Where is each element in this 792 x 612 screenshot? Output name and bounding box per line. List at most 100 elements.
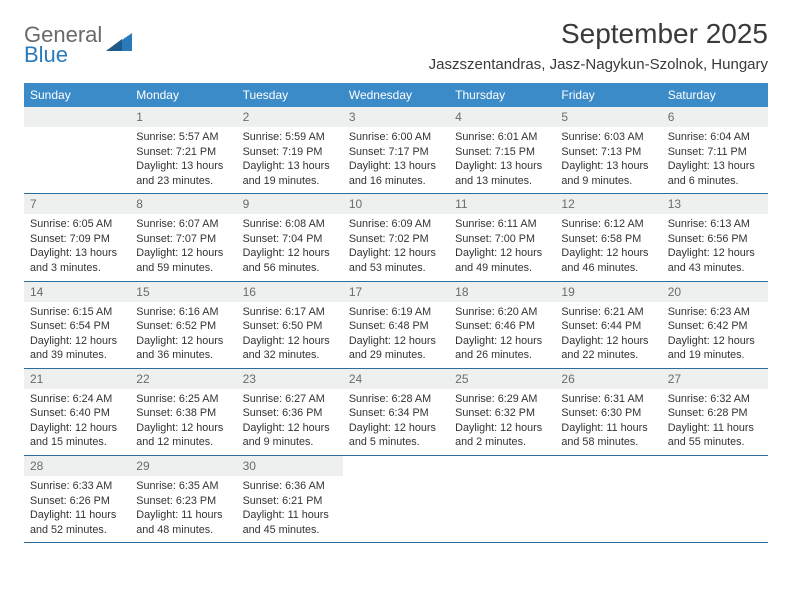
sunset-text: Sunset: 6:46 PM — [455, 319, 549, 334]
daylight-text: Daylight: 12 hours — [136, 246, 230, 261]
daylight-text: Daylight: 12 hours — [30, 334, 124, 349]
daylight-text: Daylight: 13 hours — [455, 159, 549, 174]
location-text: Jaszszentandras, Jasz-Nagykun-Szolnok, H… — [429, 56, 768, 73]
day-number: 7 — [24, 194, 130, 214]
daylight-text: Daylight: 12 hours — [561, 334, 655, 349]
sunset-text: Sunset: 7:17 PM — [349, 145, 443, 160]
title-block: September 2025 Jaszszentandras, Jasz-Nag… — [429, 18, 768, 73]
daylight-text: and 26 minutes. — [455, 348, 549, 363]
day-cell: 20Sunrise: 6:23 AMSunset: 6:42 PMDayligh… — [662, 282, 768, 368]
week-row: 14Sunrise: 6:15 AMSunset: 6:54 PMDayligh… — [24, 282, 768, 369]
daylight-text: Daylight: 12 hours — [349, 246, 443, 261]
sunrise-text: Sunrise: 6:07 AM — [136, 217, 230, 232]
daylight-text: Daylight: 12 hours — [243, 421, 337, 436]
sunrise-text: Sunrise: 6:04 AM — [668, 130, 762, 145]
day-lines: Sunrise: 6:35 AMSunset: 6:23 PMDaylight:… — [130, 479, 236, 537]
sunrise-text: Sunrise: 6:13 AM — [668, 217, 762, 232]
sunset-text: Sunset: 6:32 PM — [455, 406, 549, 421]
day-number: 1 — [130, 107, 236, 127]
day-cell: 25Sunrise: 6:29 AMSunset: 6:32 PMDayligh… — [449, 369, 555, 455]
day-lines: Sunrise: 6:04 AMSunset: 7:11 PMDaylight:… — [662, 130, 768, 188]
weekday-thursday: Thursday — [449, 83, 555, 107]
day-lines: Sunrise: 6:29 AMSunset: 6:32 PMDaylight:… — [449, 392, 555, 450]
day-lines: Sunrise: 6:32 AMSunset: 6:28 PMDaylight:… — [662, 392, 768, 450]
day-number: 5 — [555, 107, 661, 127]
daylight-text: and 9 minutes. — [243, 435, 337, 450]
day-cell — [555, 456, 661, 542]
sunset-text: Sunset: 6:44 PM — [561, 319, 655, 334]
daylight-text: Daylight: 12 hours — [455, 421, 549, 436]
day-cell — [343, 456, 449, 542]
day-lines: Sunrise: 6:33 AMSunset: 6:26 PMDaylight:… — [24, 479, 130, 537]
logo-triangle-icon — [106, 31, 132, 56]
day-lines: Sunrise: 6:01 AMSunset: 7:15 PMDaylight:… — [449, 130, 555, 188]
sunset-text: Sunset: 6:38 PM — [136, 406, 230, 421]
daylight-text: Daylight: 12 hours — [30, 421, 124, 436]
week-row: 7Sunrise: 6:05 AMSunset: 7:09 PMDaylight… — [24, 194, 768, 281]
daylight-text: and 49 minutes. — [455, 261, 549, 276]
sunset-text: Sunset: 7:04 PM — [243, 232, 337, 247]
daylight-text: Daylight: 12 hours — [349, 334, 443, 349]
sunset-text: Sunset: 6:21 PM — [243, 494, 337, 509]
calendar: Sunday Monday Tuesday Wednesday Thursday… — [24, 83, 768, 543]
day-number: 21 — [24, 369, 130, 389]
day-number: 6 — [662, 107, 768, 127]
day-number: 28 — [24, 456, 130, 476]
day-cell: 29Sunrise: 6:35 AMSunset: 6:23 PMDayligh… — [130, 456, 236, 542]
sunset-text: Sunset: 7:09 PM — [30, 232, 124, 247]
sunset-text: Sunset: 6:28 PM — [668, 406, 762, 421]
daylight-text: and 19 minutes. — [668, 348, 762, 363]
day-cell: 15Sunrise: 6:16 AMSunset: 6:52 PMDayligh… — [130, 282, 236, 368]
daylight-text: Daylight: 12 hours — [561, 246, 655, 261]
day-cell: 19Sunrise: 6:21 AMSunset: 6:44 PMDayligh… — [555, 282, 661, 368]
sunrise-text: Sunrise: 6:31 AM — [561, 392, 655, 407]
sunrise-text: Sunrise: 6:21 AM — [561, 305, 655, 320]
weekday-tuesday: Tuesday — [237, 83, 343, 107]
daylight-text: Daylight: 12 hours — [243, 334, 337, 349]
day-cell: 1Sunrise: 5:57 AMSunset: 7:21 PMDaylight… — [130, 107, 236, 193]
daylight-text: and 36 minutes. — [136, 348, 230, 363]
day-cell: 21Sunrise: 6:24 AMSunset: 6:40 PMDayligh… — [24, 369, 130, 455]
sunset-text: Sunset: 7:00 PM — [455, 232, 549, 247]
weekday-friday: Friday — [555, 83, 661, 107]
day-cell: 10Sunrise: 6:09 AMSunset: 7:02 PMDayligh… — [343, 194, 449, 280]
daylight-text: Daylight: 12 hours — [455, 246, 549, 261]
sunrise-text: Sunrise: 6:12 AM — [561, 217, 655, 232]
sunset-text: Sunset: 6:52 PM — [136, 319, 230, 334]
sunset-text: Sunset: 6:58 PM — [561, 232, 655, 247]
day-lines: Sunrise: 6:21 AMSunset: 6:44 PMDaylight:… — [555, 305, 661, 363]
daylight-text: and 32 minutes. — [243, 348, 337, 363]
day-number: 20 — [662, 282, 768, 302]
daylight-text: Daylight: 12 hours — [349, 421, 443, 436]
day-lines: Sunrise: 6:25 AMSunset: 6:38 PMDaylight:… — [130, 392, 236, 450]
day-cell: 2Sunrise: 5:59 AMSunset: 7:19 PMDaylight… — [237, 107, 343, 193]
sunset-text: Sunset: 7:13 PM — [561, 145, 655, 160]
daylight-text: Daylight: 13 hours — [561, 159, 655, 174]
daylight-text: and 52 minutes. — [30, 523, 124, 538]
daylight-text: and 13 minutes. — [455, 174, 549, 189]
day-number: 30 — [237, 456, 343, 476]
daylight-text: Daylight: 13 hours — [136, 159, 230, 174]
daylight-text: Daylight: 13 hours — [30, 246, 124, 261]
sunset-text: Sunset: 6:26 PM — [30, 494, 124, 509]
daylight-text: and 22 minutes. — [561, 348, 655, 363]
day-lines: Sunrise: 6:03 AMSunset: 7:13 PMDaylight:… — [555, 130, 661, 188]
sunset-text: Sunset: 6:50 PM — [243, 319, 337, 334]
day-number: 27 — [662, 369, 768, 389]
day-cell: 4Sunrise: 6:01 AMSunset: 7:15 PMDaylight… — [449, 107, 555, 193]
day-number: 26 — [555, 369, 661, 389]
day-cell — [24, 107, 130, 193]
day-cell: 23Sunrise: 6:27 AMSunset: 6:36 PMDayligh… — [237, 369, 343, 455]
header: General Blue September 2025 Jaszszentand… — [24, 18, 768, 73]
sunrise-text: Sunrise: 6:29 AM — [455, 392, 549, 407]
daylight-text: Daylight: 12 hours — [136, 421, 230, 436]
daylight-text: Daylight: 12 hours — [668, 246, 762, 261]
day-lines: Sunrise: 6:27 AMSunset: 6:36 PMDaylight:… — [237, 392, 343, 450]
day-cell: 11Sunrise: 6:11 AMSunset: 7:00 PMDayligh… — [449, 194, 555, 280]
day-number: 24 — [343, 369, 449, 389]
day-lines: Sunrise: 6:09 AMSunset: 7:02 PMDaylight:… — [343, 217, 449, 275]
empty-day-bar — [24, 107, 130, 127]
sunrise-text: Sunrise: 6:33 AM — [30, 479, 124, 494]
daylight-text: Daylight: 12 hours — [243, 246, 337, 261]
daylight-text: Daylight: 13 hours — [349, 159, 443, 174]
